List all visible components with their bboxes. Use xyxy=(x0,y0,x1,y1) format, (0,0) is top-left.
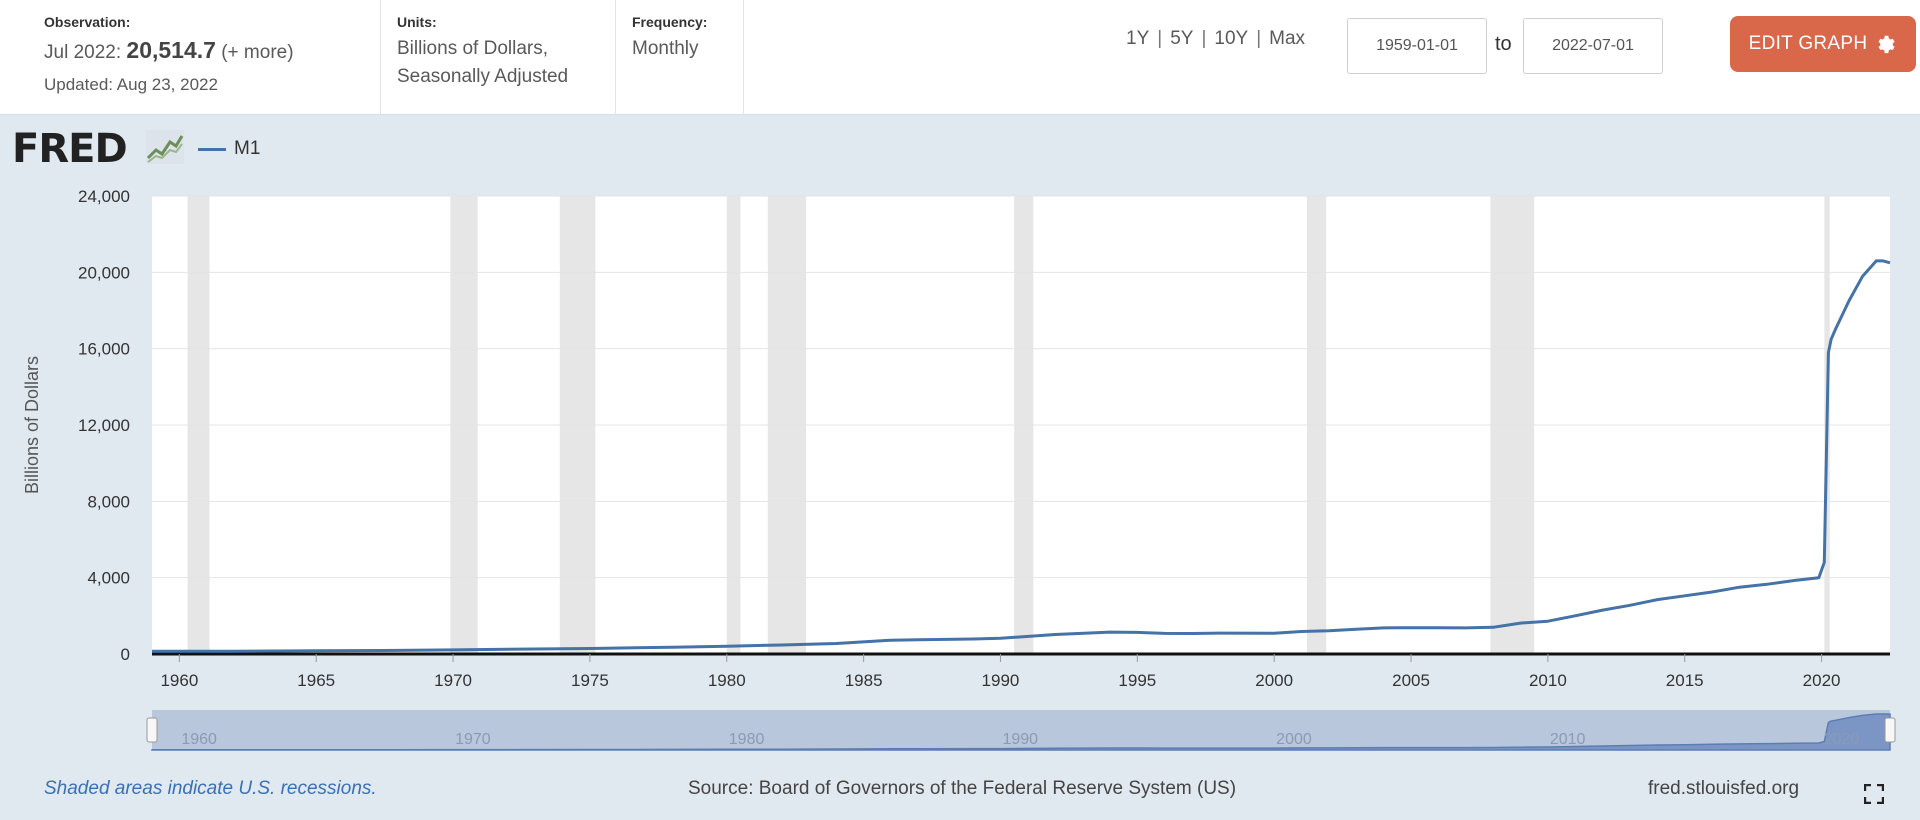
x-tick-label: 1960 xyxy=(160,671,198,690)
recession-note-link[interactable]: Shaded areas indicate U.S. recessions. xyxy=(44,778,377,799)
fred-logo-text: FRED xyxy=(12,126,128,172)
end-date-input[interactable] xyxy=(1523,18,1663,74)
x-tick-label: 1975 xyxy=(571,671,609,690)
legend-label: M1 xyxy=(234,138,261,159)
units-label: Units: xyxy=(397,14,437,30)
start-date-input[interactable] xyxy=(1347,18,1487,74)
x-tick-label: 2005 xyxy=(1392,671,1430,690)
series-line-m1 xyxy=(151,259,1891,653)
observation-panel: Observation: Jul 2022: 20,514.7 (+ more)… xyxy=(0,0,381,114)
frequency-value: Monthly xyxy=(632,38,699,59)
range-5y-link[interactable]: 5Y xyxy=(1170,28,1194,49)
fred-logo: FRED xyxy=(12,126,128,172)
chart-legend: M1 xyxy=(198,138,260,160)
frequency-panel: Frequency: Monthly xyxy=(616,0,744,114)
y-tick-label: 4,000 xyxy=(87,569,130,588)
x-tick-label: 1995 xyxy=(1118,671,1156,690)
units-panel: Units: Billions of Dollars, Seasonally A… xyxy=(381,0,616,114)
edit-graph-label: EDIT GRAPH xyxy=(1748,33,1868,54)
y-tick-label: 8,000 xyxy=(87,492,130,511)
navigator-tick-label: 2000 xyxy=(1276,731,1312,748)
to-label: to xyxy=(1495,33,1512,55)
y-tick-label: 20,000 xyxy=(78,263,130,282)
navigator-track[interactable] xyxy=(152,710,1890,750)
x-tick-label: 2000 xyxy=(1255,671,1293,690)
x-tick-label: 1970 xyxy=(434,671,472,690)
x-tick-label: 1965 xyxy=(297,671,335,690)
navigator-handle-left[interactable] xyxy=(146,717,158,743)
x-tick-label: 1980 xyxy=(708,671,746,690)
range-1y-link[interactable]: 1Y xyxy=(1126,28,1150,49)
y-tick-label: 24,000 xyxy=(78,187,130,206)
x-tick-label: 1985 xyxy=(845,671,883,690)
navigator-tick-label: 1970 xyxy=(455,731,491,748)
y-tick-label: 16,000 xyxy=(78,340,130,359)
observation-value: 20,514.7 xyxy=(126,37,216,63)
top-info-bar: Observation: Jul 2022: 20,514.7 (+ more)… xyxy=(0,0,1920,115)
gear-icon xyxy=(1878,35,1896,54)
navigator-tick-label: 2020 xyxy=(1824,731,1860,748)
range-max-link[interactable]: Max xyxy=(1269,28,1306,49)
navigator-tick-label: 2010 xyxy=(1550,731,1586,748)
fred-site-link[interactable]: fred.stlouisfed.org xyxy=(1648,778,1800,799)
navigator-series-area xyxy=(151,713,1891,751)
observation-line: Jul 2022: 20,514.7 (+ more) xyxy=(44,36,294,67)
units-line-1: Billions of Dollars, xyxy=(397,38,548,59)
x-tick-label: 2020 xyxy=(1803,671,1841,690)
x-tick-label: 1990 xyxy=(982,671,1020,690)
x-tick-label: 2010 xyxy=(1529,671,1567,690)
updated-date: Updated: Aug 23, 2022 xyxy=(44,75,218,94)
observation-date: Jul 2022: xyxy=(44,42,122,63)
edit-graph-button[interactable]: EDIT GRAPH xyxy=(1730,16,1916,72)
navigator-tick-label: 1980 xyxy=(729,731,765,748)
fullscreen-icon[interactable] xyxy=(1864,784,1884,804)
x-tick-label: 2015 xyxy=(1666,671,1704,690)
range-links: 1Y | 5Y | 10Y | Max xyxy=(1126,28,1306,49)
y-tick-label: 12,000 xyxy=(78,416,130,435)
observation-label: Observation: xyxy=(44,14,131,30)
frequency-label: Frequency: xyxy=(632,14,708,30)
legend-swatch xyxy=(198,147,226,151)
y-axis-label: Billions of Dollars xyxy=(22,356,42,494)
navigator-tick-label: 1990 xyxy=(1002,731,1038,748)
fred-chart-logo-icon xyxy=(146,130,184,164)
source-text: Source: Board of Governors of the Federa… xyxy=(688,778,1237,799)
navigator-handle-right[interactable] xyxy=(1884,717,1896,743)
navigator-tick-label: 1960 xyxy=(181,731,217,748)
observation-more-link[interactable]: (+ more) xyxy=(221,42,294,63)
y-tick-label: 0 xyxy=(121,645,130,664)
units-line-2: Seasonally Adjusted xyxy=(397,66,569,87)
range-10y-link[interactable]: 10Y xyxy=(1214,28,1249,49)
